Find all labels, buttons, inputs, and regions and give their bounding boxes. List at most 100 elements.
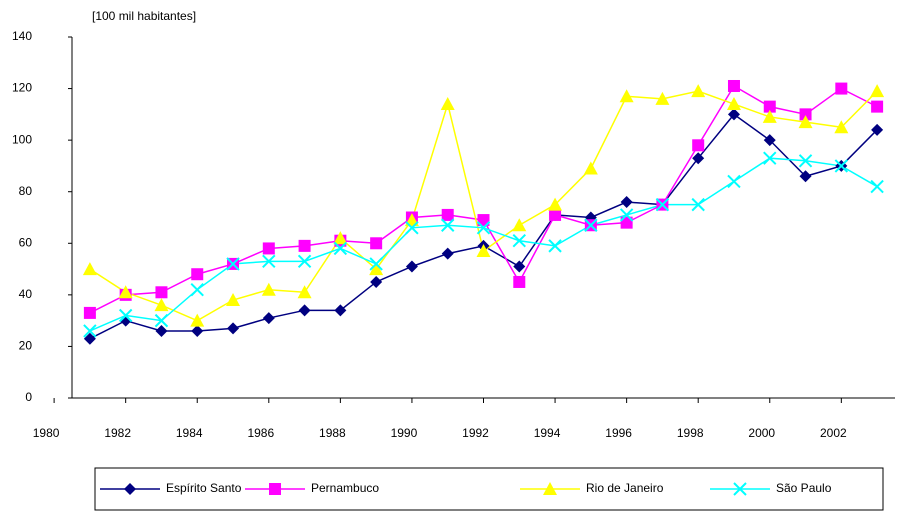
y-axis-label: [100 mil habitantes] xyxy=(92,9,196,23)
data-point xyxy=(83,324,97,338)
data-point xyxy=(512,233,526,248)
data-point xyxy=(441,247,454,260)
data-point xyxy=(619,89,634,103)
data-point xyxy=(548,197,563,211)
data-point xyxy=(692,152,705,165)
data-point xyxy=(727,108,740,121)
data-point xyxy=(83,306,96,319)
data-point xyxy=(583,161,598,175)
data-point xyxy=(798,115,813,129)
y-tick-label: 40 xyxy=(19,287,33,301)
data-point xyxy=(477,214,490,227)
legend-label: Espírito Santo xyxy=(166,481,242,495)
data-point xyxy=(691,84,706,98)
x-tick-label: 1984 xyxy=(176,426,203,440)
data-point xyxy=(226,257,240,271)
data-point xyxy=(297,254,312,269)
x-tick-label: 1990 xyxy=(391,426,418,440)
x-tick-label: 2002 xyxy=(820,426,847,440)
data-point xyxy=(190,313,205,327)
y-tick-label: 0 xyxy=(25,390,32,404)
x-tick-label: 1986 xyxy=(247,426,274,440)
x-tick-label: 1982 xyxy=(104,426,131,440)
data-point xyxy=(870,84,885,98)
y-tick-label: 120 xyxy=(12,81,32,95)
data-point xyxy=(871,123,884,136)
data-point xyxy=(405,260,418,273)
legend-label: São Paulo xyxy=(776,481,832,495)
data-point xyxy=(726,97,741,111)
x-tick-label: 1980 xyxy=(33,426,60,440)
data-point xyxy=(333,231,348,245)
data-point xyxy=(870,179,884,194)
data-point xyxy=(835,82,848,95)
data-point xyxy=(799,170,812,183)
series-line xyxy=(89,90,878,322)
data-point xyxy=(369,262,384,276)
x-tick-label: 1988 xyxy=(319,426,346,440)
data-point xyxy=(227,322,240,335)
data-point xyxy=(298,239,311,252)
data-point xyxy=(513,260,526,273)
data-point xyxy=(190,282,204,297)
data-point xyxy=(655,91,670,105)
data-point xyxy=(727,79,740,92)
data-point xyxy=(262,254,276,269)
data-point xyxy=(763,134,776,147)
x-tick-label: 1992 xyxy=(462,426,489,440)
data-point xyxy=(512,218,527,232)
data-point xyxy=(404,213,419,227)
data-point xyxy=(155,324,168,337)
x-tick-label: 1998 xyxy=(677,426,704,440)
x-tick-label: 1994 xyxy=(534,426,561,440)
data-point xyxy=(262,312,275,325)
data-point xyxy=(261,282,276,296)
data-point xyxy=(441,208,454,221)
legend-box xyxy=(94,467,884,511)
data-point xyxy=(334,304,347,317)
legend-label: Rio de Janeiro xyxy=(586,481,664,495)
data-point xyxy=(798,154,813,168)
data-point xyxy=(369,257,383,271)
data-point xyxy=(440,97,455,111)
legend-marker xyxy=(733,482,747,496)
legend-marker xyxy=(124,483,136,495)
data-point xyxy=(619,208,634,222)
data-point xyxy=(584,218,598,232)
data-point xyxy=(298,304,311,317)
y-tick-label: 100 xyxy=(12,132,32,146)
legend-marker xyxy=(269,483,281,495)
x-tick-label: 1996 xyxy=(605,426,632,440)
data-point xyxy=(154,313,169,328)
data-point xyxy=(191,324,204,337)
data-point xyxy=(549,208,562,221)
data-point xyxy=(834,120,849,134)
y-tick-label: 60 xyxy=(19,235,33,249)
data-point xyxy=(762,109,777,123)
data-point xyxy=(226,293,241,307)
data-point xyxy=(620,196,633,209)
data-point xyxy=(297,285,312,299)
data-point xyxy=(476,244,491,258)
data-point xyxy=(155,286,168,299)
data-point xyxy=(333,241,348,256)
data-point xyxy=(405,221,419,235)
data-point xyxy=(191,268,204,281)
y-tick-label: 140 xyxy=(12,29,32,43)
x-tick-label: 2000 xyxy=(748,426,775,440)
legend-marker xyxy=(543,482,557,495)
data-point xyxy=(118,308,133,323)
data-point xyxy=(620,216,633,229)
data-point xyxy=(871,100,884,113)
data-point xyxy=(692,139,705,152)
legend-label: Pernambuco xyxy=(311,481,379,495)
data-point xyxy=(799,108,812,121)
data-point xyxy=(763,100,776,113)
data-point xyxy=(763,151,777,165)
data-point xyxy=(370,275,383,288)
data-point xyxy=(262,242,275,255)
data-point xyxy=(441,218,455,232)
data-point xyxy=(118,285,133,299)
